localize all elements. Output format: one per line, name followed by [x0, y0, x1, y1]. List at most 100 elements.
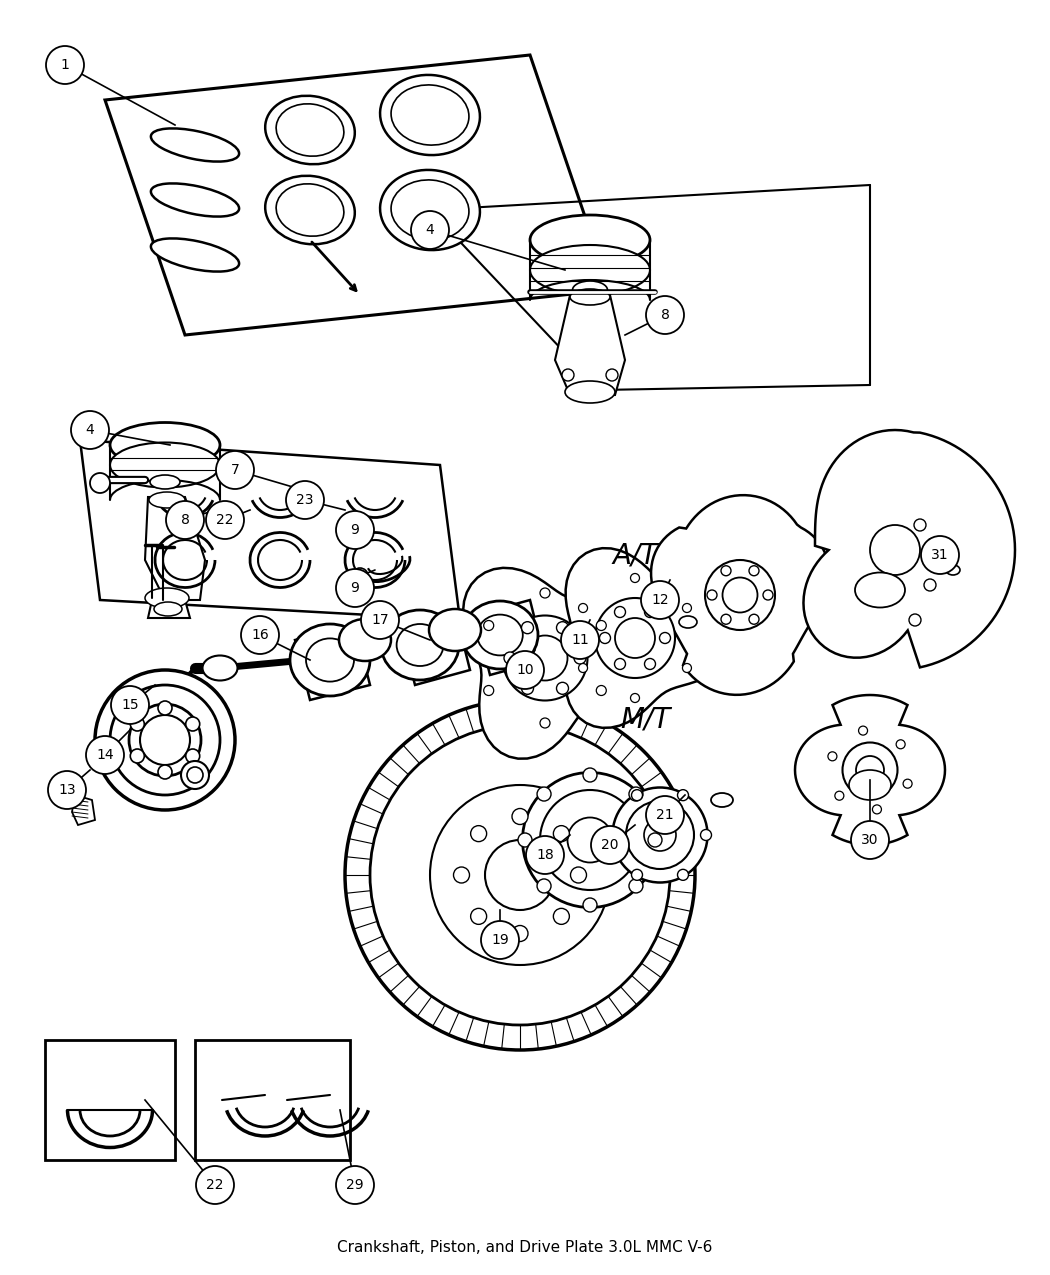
Ellipse shape: [579, 603, 588, 612]
Ellipse shape: [530, 245, 650, 295]
Circle shape: [561, 621, 598, 659]
Ellipse shape: [946, 565, 960, 575]
Ellipse shape: [130, 748, 144, 762]
Circle shape: [850, 821, 889, 859]
Circle shape: [336, 1167, 374, 1204]
Ellipse shape: [462, 601, 538, 669]
Ellipse shape: [339, 618, 391, 660]
Ellipse shape: [924, 579, 936, 592]
Ellipse shape: [512, 808, 528, 825]
Polygon shape: [475, 601, 545, 674]
Circle shape: [242, 616, 279, 654]
Text: 16: 16: [251, 629, 269, 643]
Ellipse shape: [290, 623, 370, 696]
Circle shape: [216, 451, 254, 490]
Ellipse shape: [186, 748, 200, 762]
Text: 10: 10: [517, 663, 533, 677]
Polygon shape: [72, 796, 94, 825]
Ellipse shape: [721, 615, 731, 625]
Ellipse shape: [429, 609, 481, 652]
Ellipse shape: [523, 635, 567, 681]
Ellipse shape: [530, 215, 650, 265]
Ellipse shape: [677, 870, 689, 880]
Text: 23: 23: [296, 493, 314, 507]
FancyBboxPatch shape: [195, 1040, 350, 1160]
Ellipse shape: [187, 768, 203, 783]
Text: 13: 13: [58, 783, 76, 797]
Ellipse shape: [90, 473, 110, 493]
Ellipse shape: [562, 368, 574, 381]
Ellipse shape: [380, 75, 480, 156]
Ellipse shape: [855, 572, 905, 607]
Ellipse shape: [484, 686, 493, 695]
Polygon shape: [463, 567, 649, 759]
Polygon shape: [295, 625, 370, 700]
Text: 14: 14: [97, 748, 113, 762]
Ellipse shape: [644, 819, 676, 850]
Ellipse shape: [630, 574, 639, 583]
Ellipse shape: [859, 725, 867, 736]
Ellipse shape: [503, 616, 588, 700]
Circle shape: [526, 836, 564, 873]
Ellipse shape: [504, 652, 516, 664]
Ellipse shape: [614, 658, 626, 669]
Ellipse shape: [849, 770, 891, 799]
Ellipse shape: [579, 663, 588, 672]
Ellipse shape: [150, 476, 180, 490]
Polygon shape: [400, 609, 470, 685]
Ellipse shape: [700, 830, 712, 840]
Ellipse shape: [612, 788, 708, 882]
Ellipse shape: [110, 685, 220, 796]
Ellipse shape: [615, 618, 655, 658]
FancyBboxPatch shape: [45, 1040, 175, 1160]
Ellipse shape: [629, 878, 643, 892]
Ellipse shape: [537, 878, 551, 892]
Ellipse shape: [158, 701, 172, 715]
Ellipse shape: [873, 805, 881, 813]
Ellipse shape: [430, 785, 610, 965]
Ellipse shape: [553, 826, 569, 842]
Ellipse shape: [345, 700, 695, 1051]
Ellipse shape: [870, 525, 920, 575]
Text: 4: 4: [425, 223, 435, 237]
Circle shape: [361, 601, 399, 639]
Ellipse shape: [583, 768, 597, 782]
Text: 18: 18: [537, 848, 554, 862]
Ellipse shape: [381, 609, 459, 680]
Ellipse shape: [682, 603, 692, 612]
Ellipse shape: [380, 170, 480, 250]
Text: 4: 4: [86, 423, 94, 437]
Circle shape: [71, 411, 109, 449]
Ellipse shape: [154, 602, 182, 616]
Ellipse shape: [94, 669, 235, 810]
Ellipse shape: [145, 588, 189, 608]
Ellipse shape: [707, 590, 717, 601]
Circle shape: [336, 569, 374, 607]
Circle shape: [286, 481, 324, 519]
Ellipse shape: [391, 85, 469, 145]
Text: Crankshaft, Piston, and Drive Plate 3.0L MMC V-6: Crankshaft, Piston, and Drive Plate 3.0L…: [337, 1239, 713, 1255]
Ellipse shape: [484, 621, 493, 631]
Ellipse shape: [352, 567, 367, 584]
Ellipse shape: [485, 840, 555, 910]
Circle shape: [48, 771, 86, 810]
Ellipse shape: [397, 623, 443, 666]
Circle shape: [166, 501, 204, 539]
Ellipse shape: [835, 792, 844, 801]
Ellipse shape: [595, 598, 675, 678]
Ellipse shape: [522, 622, 533, 634]
Text: A/T: A/T: [612, 541, 657, 569]
Ellipse shape: [151, 184, 239, 217]
Text: 8: 8: [181, 513, 189, 527]
Ellipse shape: [370, 725, 670, 1025]
Ellipse shape: [518, 833, 532, 847]
Ellipse shape: [149, 492, 185, 507]
Ellipse shape: [140, 715, 190, 765]
Ellipse shape: [626, 801, 694, 870]
Circle shape: [196, 1167, 234, 1204]
Ellipse shape: [763, 590, 773, 601]
Ellipse shape: [645, 607, 655, 617]
Circle shape: [481, 921, 519, 959]
Ellipse shape: [556, 622, 568, 634]
Ellipse shape: [711, 793, 733, 807]
